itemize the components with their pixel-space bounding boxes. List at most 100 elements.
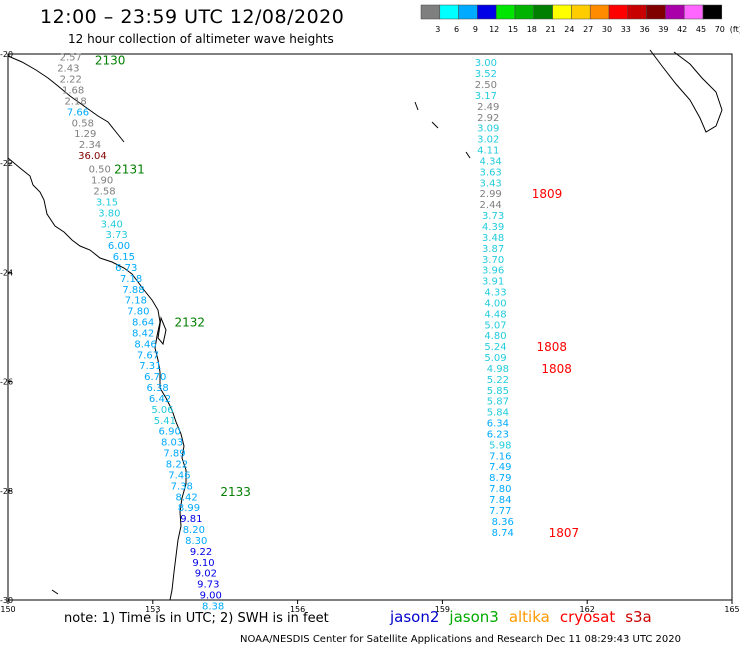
legend-unit: (ft)	[730, 25, 740, 34]
legend-label: 39	[658, 25, 668, 34]
legend-swatch	[420, 4, 441, 20]
wave-height-value: 8.20	[183, 525, 205, 536]
wave-height-value: 7.49	[489, 462, 511, 473]
satellite-key: jason2 jason3 altika cryosat s3a	[390, 608, 662, 626]
wave-height-value: 7.38	[171, 481, 193, 492]
legend-label: 27	[583, 25, 593, 34]
legend-swatch	[665, 4, 685, 20]
wave-height-value: 36.04	[78, 151, 107, 162]
lon-tick-label: 162	[580, 605, 595, 614]
legend-label: 18	[527, 25, 537, 34]
wave-height-value: 7.18	[125, 296, 147, 307]
pass-label: 2131	[114, 163, 145, 177]
wave-height-value: 2.43	[57, 64, 79, 75]
wave-height-value: 3.48	[482, 233, 504, 244]
wave-height-value: 2.58	[93, 187, 115, 198]
wave-height-value: 7.77	[489, 506, 511, 517]
lon-tick-label: 153	[145, 605, 160, 614]
wave-height-value: 2.22	[60, 75, 82, 86]
legend-swatch	[608, 4, 629, 20]
wave-height-value: 3.91	[482, 277, 504, 288]
lon-tick-label: 159	[435, 605, 450, 614]
northeast-coast	[649, 49, 723, 133]
wave-height-value: 2.50	[475, 80, 497, 91]
wave-height-value: 2.92	[477, 113, 499, 124]
satellite-jason2: jason2	[390, 608, 440, 626]
wave-height-value: 8.03	[161, 438, 183, 449]
legend-swatch	[683, 4, 704, 20]
legend-label: 33	[621, 25, 631, 34]
pass-label: 1807	[549, 526, 580, 540]
wave-height-value: 8.74	[492, 528, 514, 539]
wave-height-value: 9.22	[190, 547, 212, 558]
wave-height-value: 7.89	[163, 449, 185, 460]
wave-height-value: 4.33	[484, 288, 506, 299]
wave-height-value: 6.73	[115, 263, 137, 274]
wave-height-value: 3.43	[480, 178, 502, 189]
legend-label: 36	[640, 25, 650, 34]
satellite-cryosat: cryosat	[559, 608, 616, 626]
wave-height-value: 7.67	[137, 350, 159, 361]
wave-height-value: 6.15	[113, 252, 135, 263]
lat-tick-label: -22	[0, 159, 13, 168]
pass-label: 1808	[541, 362, 572, 376]
wave-height-value: 0.50	[89, 165, 111, 176]
lat-tick-label: -28	[0, 487, 13, 496]
wave-height-value: 5.07	[484, 320, 506, 331]
map-subtitle: 12 hour collection of altimeter wave hei…	[68, 32, 334, 46]
wave-height-value: 2.18	[64, 96, 86, 107]
satellite-s3a: s3a	[625, 608, 652, 626]
pass-labels: 2130 2131 2132 2133 1809 1808 1808 1807	[95, 53, 579, 539]
legend-swatch	[646, 4, 666, 20]
australia-coastline	[7, 157, 187, 601]
wave-height-value: 6.70	[144, 372, 166, 383]
lat-tick-label: -30	[0, 596, 13, 605]
wave-height-value: 5.87	[487, 397, 509, 408]
legend-label: 21	[546, 25, 556, 34]
legend-swatch	[552, 4, 572, 20]
wave-height-value: 8.42	[175, 492, 197, 503]
island-b	[431, 121, 439, 129]
legend-swatch	[533, 4, 553, 20]
lat-tick-label: -20	[0, 50, 13, 59]
wave-height-value: 3.00	[475, 58, 497, 69]
wave-height-value: 3.63	[480, 167, 502, 178]
wave-height-value: 3.73	[482, 211, 504, 222]
wave-height-value: 7.31	[139, 361, 161, 372]
legend-label: 6	[454, 25, 459, 34]
island-a	[414, 101, 419, 111]
satellite-altika: altika	[508, 608, 550, 626]
wave-height-value: 4.80	[484, 331, 506, 342]
wave-height-value: 8.30	[185, 536, 207, 547]
wave-height-value: 7.66	[67, 107, 89, 118]
island-c	[465, 151, 471, 159]
wave-height-value: 8.99	[178, 503, 200, 514]
legend-label: 15	[508, 25, 518, 34]
wave-height-value: 8.42	[132, 328, 154, 339]
wave-height-value: 2.44	[480, 200, 502, 211]
wave-height-value: 3.80	[98, 208, 120, 219]
wave-height-value: 7.88	[122, 285, 144, 296]
wave-height-value: 5.06	[151, 405, 173, 416]
legend-swatch	[477, 4, 497, 20]
wave-height-value: 3.40	[101, 219, 123, 230]
legend-label: 24	[564, 25, 574, 34]
wave-height-value: 3.73	[105, 230, 127, 241]
wave-height-value: 5.84	[487, 408, 509, 419]
wave-height-value: 8.79	[489, 473, 511, 484]
cape-york-coast	[7, 55, 125, 143]
legend-swatch	[702, 4, 723, 20]
credit-line: NOAA/NESDIS Center for Satellite Applica…	[240, 634, 682, 645]
wave-height-value: 1.29	[74, 129, 96, 140]
legend-swatch	[495, 4, 516, 20]
wave-height-value: 5.22	[487, 375, 509, 386]
wave-height-value: 9.10	[192, 558, 214, 569]
wave-height-value: 4.11	[477, 146, 499, 157]
map-title: 12:00 – 23:59 UTC 12/08/2020	[40, 6, 345, 28]
legend-swatch	[589, 4, 610, 20]
pass-label: 2133	[220, 485, 251, 499]
pass-label: 1808	[537, 340, 568, 354]
wave-height-value: 5.85	[487, 386, 509, 397]
wave-height-value: 3.87	[482, 244, 504, 255]
wave-height-value: 9.81	[180, 514, 202, 525]
